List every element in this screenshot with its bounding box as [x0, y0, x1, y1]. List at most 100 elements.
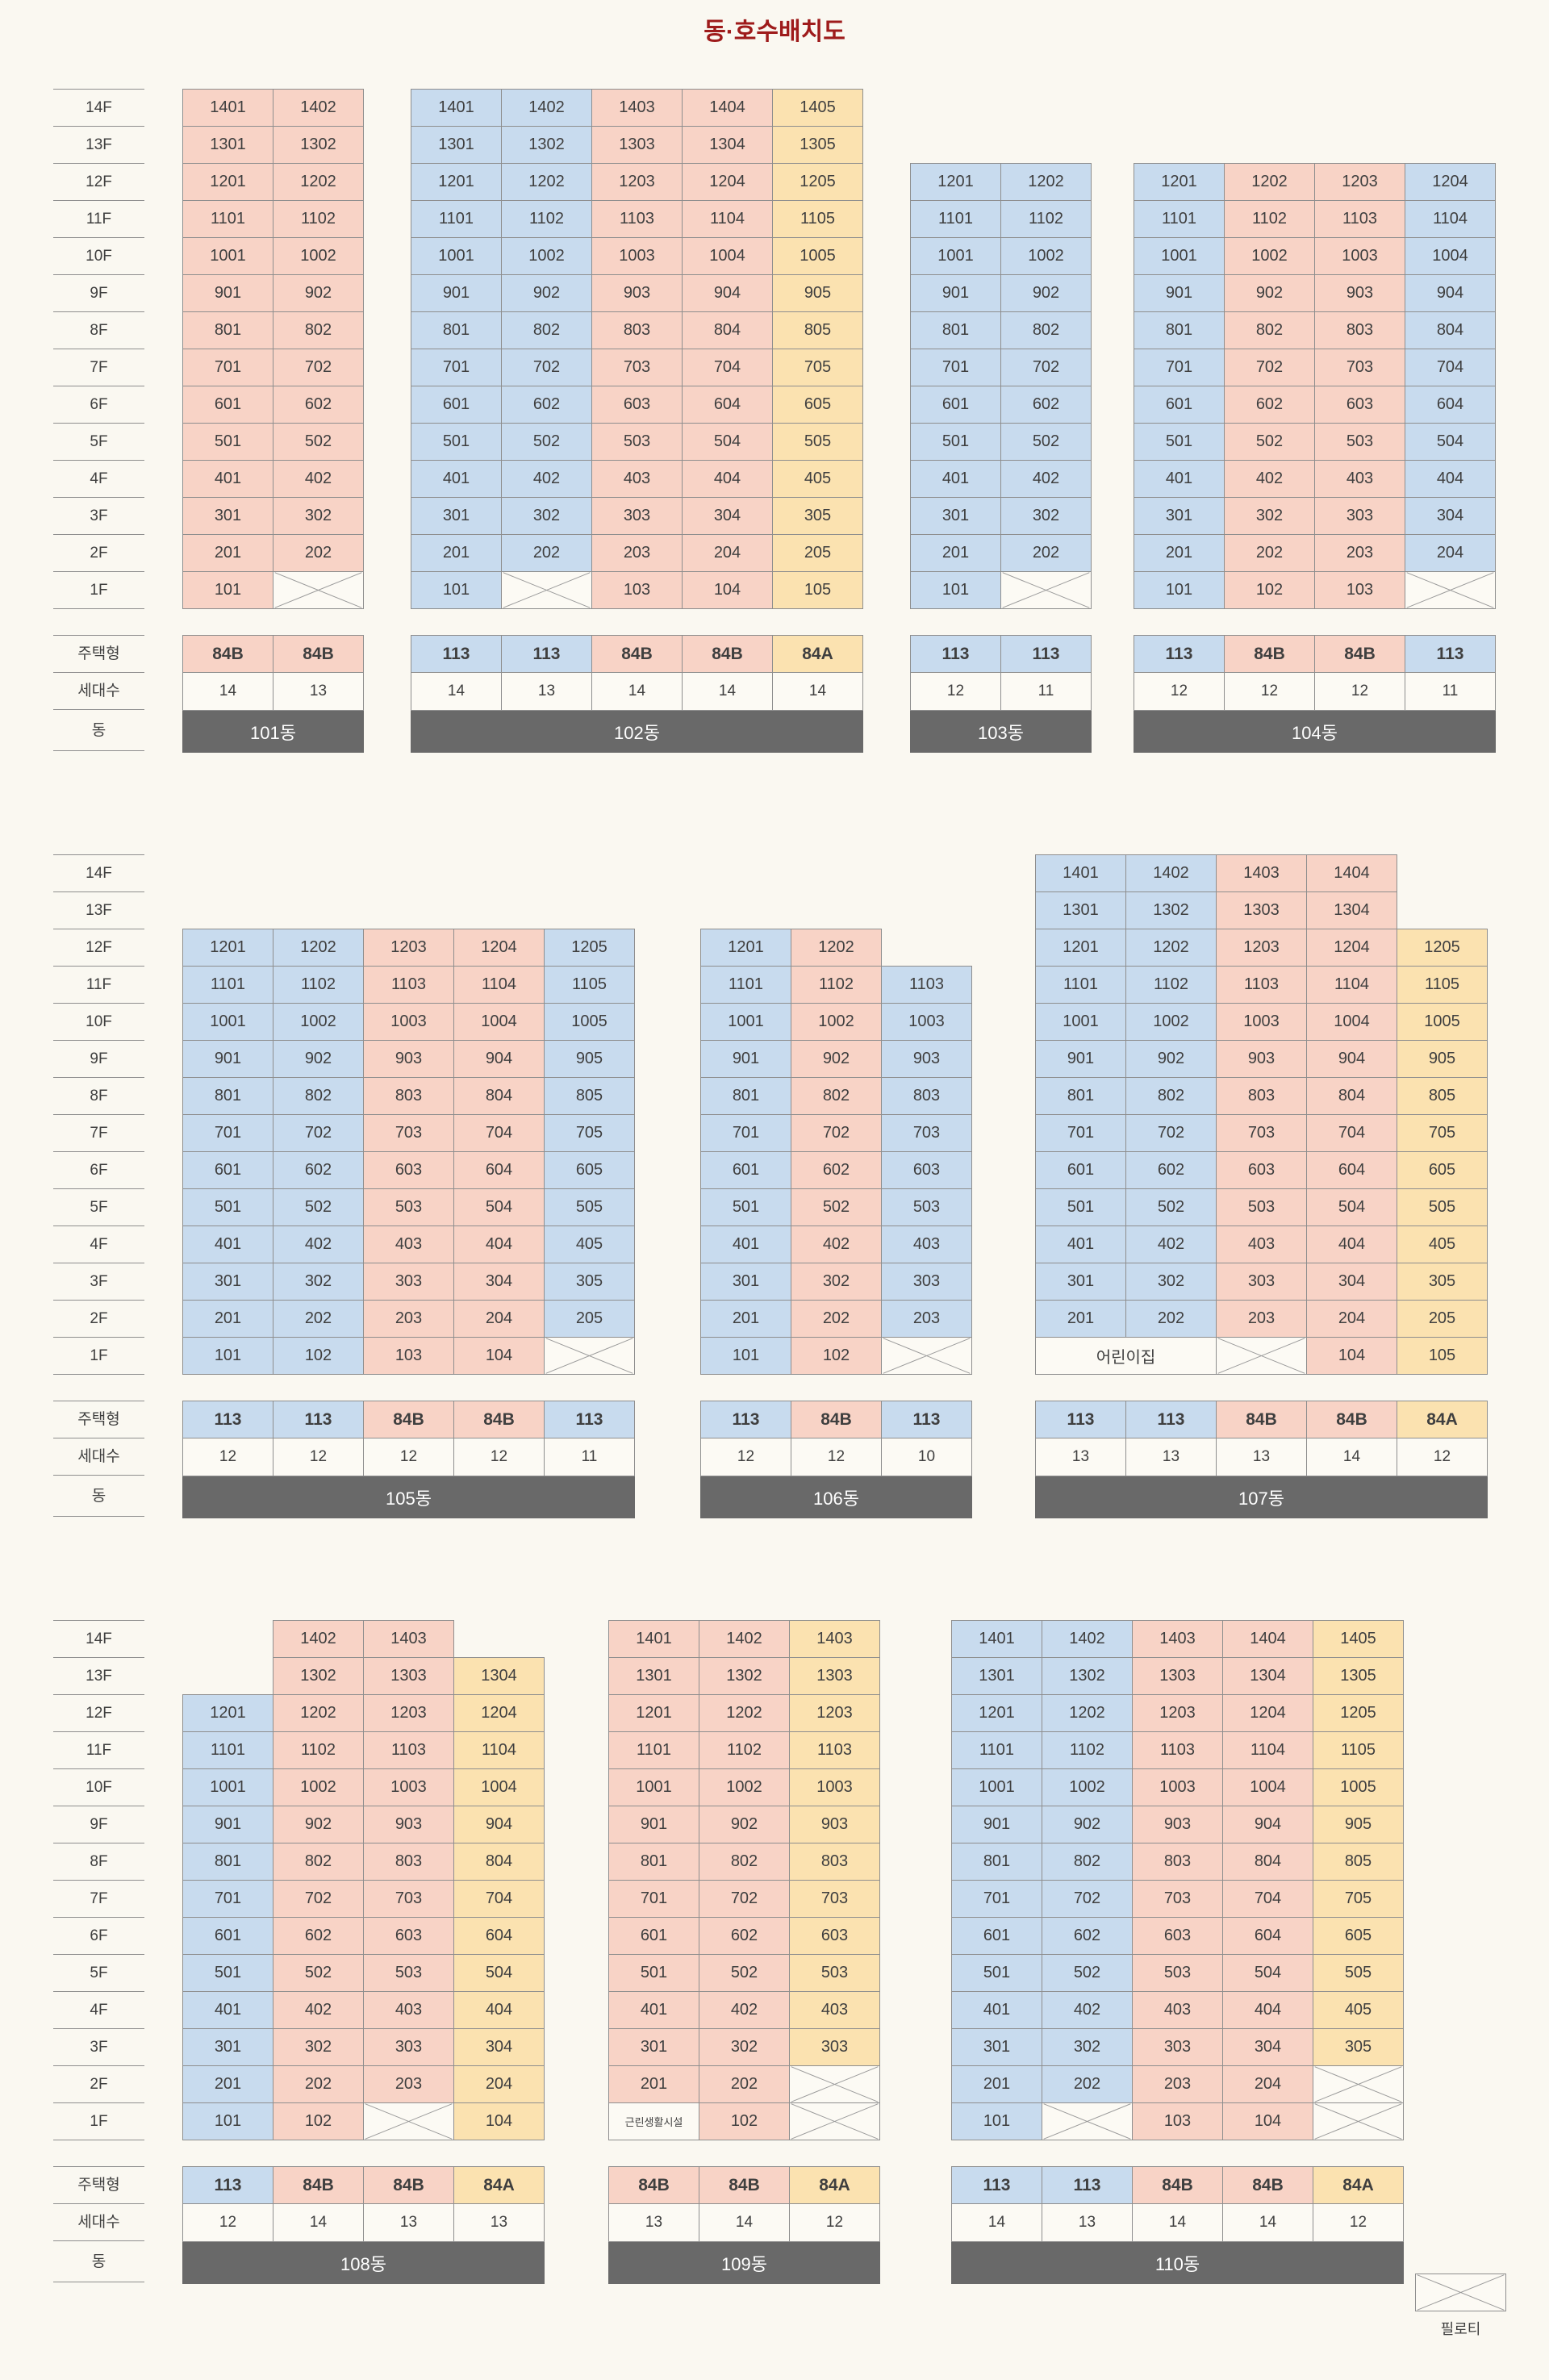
floor-row: 501 502	[910, 423, 1092, 461]
pilotis-legend: 필로티	[1415, 2274, 1506, 2339]
households-cell: 14	[273, 2204, 364, 2242]
summary-row-label: 동	[53, 1475, 144, 1517]
floor-row: 701 702 703 704 705	[411, 349, 863, 386]
unit-cell: 603	[881, 1151, 972, 1189]
unit-cell: 1204	[453, 929, 545, 967]
unit-cell: 1104	[1222, 1731, 1313, 1769]
unit-cell: 702	[791, 1114, 882, 1152]
floor-row: 1101 1102	[910, 200, 1092, 238]
unit-cell: 1101	[951, 1731, 1042, 1769]
floor-row: 101 102 103 104	[182, 1337, 635, 1375]
spacer	[182, 609, 364, 635]
unit-cell: 104	[453, 1337, 545, 1375]
unit-cell: 405	[1313, 1991, 1404, 2029]
floor-row: 601 602 603	[700, 1151, 972, 1189]
households-cell: 12	[1314, 673, 1405, 711]
unit-cell: 802	[1000, 311, 1092, 349]
unit-cell: 803	[591, 311, 683, 349]
unit-cell: 1001	[182, 237, 273, 275]
unit-type-cell: 84B	[273, 635, 364, 673]
floor-row: 1301 1302 1303 1304 1305	[951, 1657, 1404, 1695]
unit-cell: 102	[273, 2102, 364, 2140]
unit-cell: 801	[910, 311, 1001, 349]
unit-cell: 202	[1125, 1300, 1217, 1338]
building-block: 1201 1202 1101 1102 1103 1001 1002 1003 901 902 90…	[700, 844, 972, 1518]
households-cell: 12	[791, 1438, 882, 1476]
floor-row: 1001 1002 1003 1004 1005	[951, 1768, 1404, 1806]
unit-cell: 602	[791, 1151, 882, 1189]
floor-label: 11F	[53, 966, 144, 1004]
spacer	[53, 609, 144, 635]
floor-grid: 1402 1403 1302 1303 1304 1201 1202 1203 1204 1101…	[182, 1610, 545, 2140]
unit-cell: 704	[682, 349, 773, 386]
unit-cell: 1302	[1042, 1657, 1133, 1695]
unit-cell: 403	[881, 1225, 972, 1263]
floor-row: 201 202 203	[700, 1300, 972, 1338]
floor-row: 801 802	[182, 311, 364, 349]
unit-cell: 601	[411, 386, 502, 424]
floor-row: 1201 1202	[700, 929, 972, 967]
floor-row: 1101 1102 1103	[700, 966, 972, 1004]
pilotis-crossed-box	[1415, 2274, 1506, 2311]
unit-cell: 1302	[501, 126, 592, 164]
unit-cell: 202	[791, 1300, 882, 1338]
floor-row: 701 702 703 704 705	[182, 1114, 635, 1152]
unit-cell: 901	[411, 274, 502, 312]
unit-type-cell: 84B	[453, 1401, 545, 1438]
unit-cell: 1002	[1224, 237, 1315, 275]
unit-cell: 1101	[700, 966, 791, 1004]
unit-cell: 1001	[182, 1003, 273, 1041]
unit-cell: 303	[363, 2028, 454, 2066]
unit-cell: 902	[1000, 274, 1092, 312]
unit-cell: 804	[453, 1077, 545, 1115]
floor-row: 1201 1202 1203 1204 1205	[1035, 929, 1488, 967]
floor-axis: 14F 13F 12F 11F 10F 9F 8F 7F 6F 5F 4F 3F 2F 1F 주택형 세대수 동	[53, 78, 144, 753]
unit-cell: 501	[411, 423, 502, 461]
unit-type-cell: 84B	[1306, 1401, 1397, 1438]
unit-cell: 902	[273, 1040, 364, 1078]
unit-cell: 1003	[881, 1003, 972, 1041]
floor-row: 601 602 603 604 605	[411, 386, 863, 424]
unit-cell: 1003	[789, 1768, 880, 1806]
floor-label: 5F	[53, 423, 144, 461]
floor-row: 501 502 503 504 505	[411, 423, 863, 461]
floor-row: 301 302 303 304 305	[411, 497, 863, 535]
unit-cell: 1101	[1134, 200, 1225, 238]
unit-cell: 903	[1314, 274, 1405, 312]
unit-cell: 1301	[182, 126, 273, 164]
spacer	[182, 2140, 545, 2166]
unit-cell: 702	[273, 349, 364, 386]
unit-cell: 1002	[699, 1768, 790, 1806]
unit-cell: 1204	[682, 163, 773, 201]
unit-cell: 1202	[273, 929, 364, 967]
unit-cell: 402	[273, 1991, 364, 2029]
households-cell: 12	[789, 2204, 880, 2242]
households-cell: 13	[501, 673, 592, 711]
unit-cell: 803	[1314, 311, 1405, 349]
floor-row: 601 602 603 604	[1134, 386, 1496, 424]
unit-cell: 502	[1224, 423, 1315, 461]
unit-cell: 802	[699, 1843, 790, 1881]
unit-cell: 503	[1314, 423, 1405, 461]
unit-cell: 904	[1306, 1040, 1397, 1078]
floor-row: 201 202 203 204	[1134, 534, 1496, 572]
x-mark-icon	[1313, 2103, 1403, 2140]
unit-cell: 904	[682, 274, 773, 312]
unit-type-cell: 84A	[453, 2166, 545, 2204]
unit-cell: 1305	[772, 126, 863, 164]
floor-row: 1201 1202 1203 1204	[182, 1694, 545, 1732]
floor-grid: 1401 1402 1403 1301 1302 1303 1201 1202 1203 1101…	[608, 1610, 880, 2140]
x-mark-icon	[1313, 2066, 1403, 2102]
unit-cell: 602	[1042, 1917, 1133, 1955]
unit-cell: 202	[273, 1300, 364, 1338]
unit-cell: 1303	[1216, 891, 1307, 929]
floor-row: 501 502 503 504 505	[182, 1188, 635, 1226]
unit-cell: 1103	[789, 1731, 880, 1769]
floor-label: 6F	[53, 1151, 144, 1189]
unit-type-cell: 84B	[363, 1401, 454, 1438]
unit-cell: 1201	[411, 163, 502, 201]
floor-row: 601 602 603	[608, 1917, 880, 1955]
x-mark-icon	[790, 2103, 879, 2140]
unit-cell: 1202	[1224, 163, 1315, 201]
unit-cell: 301	[1134, 497, 1225, 535]
